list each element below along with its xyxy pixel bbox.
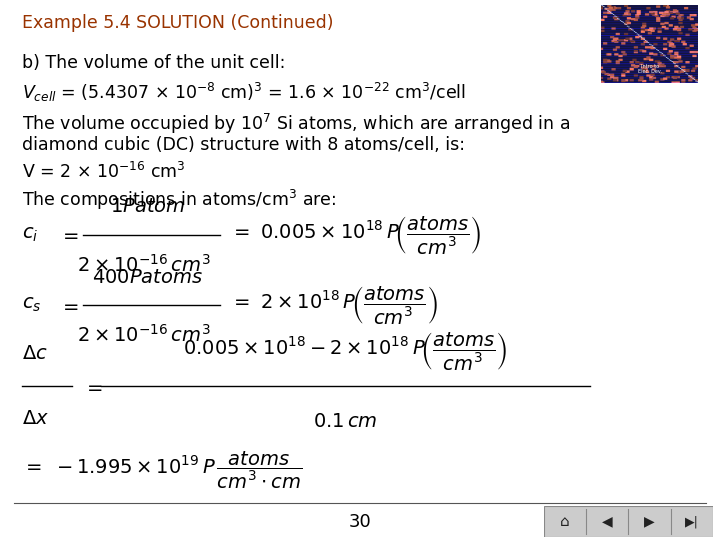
Text: $0.005 \times 10^{18} - 2 \times 10^{18}\,P\!\left(\dfrac{\mathit{atoms}}{\mathi: $0.005 \times 10^{18} - 2 \times 10^{18}…: [184, 330, 508, 372]
Text: $= \ 2 \times 10^{18}\,P\!\left(\dfrac{\mathit{atoms}}{\mathit{cm}^3}\right)$: $= \ 2 \times 10^{18}\,P\!\left(\dfrac{\…: [230, 284, 438, 326]
Text: $1\mathit{Patom}$: $1\mathit{Patom}$: [110, 197, 185, 217]
Text: $2 \times 10^{-16}\,cm^3$: $2 \times 10^{-16}\,cm^3$: [77, 254, 211, 275]
Text: ⌂: ⌂: [560, 514, 570, 529]
Text: $\Delta c$: $\Delta c$: [22, 344, 48, 363]
Text: $\Delta x$: $\Delta x$: [22, 409, 49, 428]
Text: $= \ -1.995 \times 10^{19}\,P \, \dfrac{\mathit{atoms}}{\mathit{cm}^3 \cdot \mat: $= \ -1.995 \times 10^{19}\,P \, \dfrac{…: [22, 449, 302, 490]
Text: ◀: ◀: [602, 515, 613, 529]
Text: b) The volume of the unit cell:: b) The volume of the unit cell:: [22, 54, 285, 72]
Text: $=$: $=$: [59, 295, 79, 315]
Text: $c_s$: $c_s$: [22, 296, 41, 314]
Text: $2 \times 10^{-16}\,cm^3$: $2 \times 10^{-16}\,cm^3$: [77, 324, 211, 346]
Text: $c_i$: $c_i$: [22, 226, 38, 244]
Text: The compositions in atoms/cm$^3$ are:: The compositions in atoms/cm$^3$ are:: [22, 188, 336, 212]
Text: ▶: ▶: [644, 515, 654, 529]
Text: Example 5.4 SOLUTION (Continued): Example 5.4 SOLUTION (Continued): [22, 14, 333, 31]
Text: ▶|: ▶|: [685, 515, 698, 528]
Text: The volume occupied by 10$^7$ Si atoms, which are arranged in a: The volume occupied by 10$^7$ Si atoms, …: [22, 112, 570, 136]
Text: $=$: $=$: [59, 225, 79, 245]
Text: $=$: $=$: [83, 376, 103, 396]
Text: diamond cubic (DC) structure with 8 atoms/cell, is:: diamond cubic (DC) structure with 8 atom…: [22, 136, 464, 154]
Text: Intro to
Elec. Dev.: Intro to Elec. Dev.: [638, 64, 662, 75]
FancyBboxPatch shape: [544, 506, 713, 537]
Text: $V_{cell}$ = (5.4307 $\times$ 10$^{-8}$ cm)$^3$ = 1.6 $\times$ 10$^{-22}$ cm$^3$: $V_{cell}$ = (5.4307 $\times$ 10$^{-8}$ …: [22, 80, 466, 104]
Text: $400\mathit{Patoms}$: $400\mathit{Patoms}$: [92, 267, 203, 287]
Text: 30: 30: [348, 512, 372, 531]
Text: V = 2 $\times$ 10$^{-16}$ cm$^3$: V = 2 $\times$ 10$^{-16}$ cm$^3$: [22, 162, 185, 182]
Text: $= \ 0.005 \times 10^{18}\,P\!\left(\dfrac{\mathit{atoms}}{\mathit{cm}^3}\right): $= \ 0.005 \times 10^{18}\,P\!\left(\dfr…: [230, 214, 482, 256]
Text: $0.1\,\mathit{cm}$: $0.1\,\mathit{cm}$: [313, 411, 378, 431]
